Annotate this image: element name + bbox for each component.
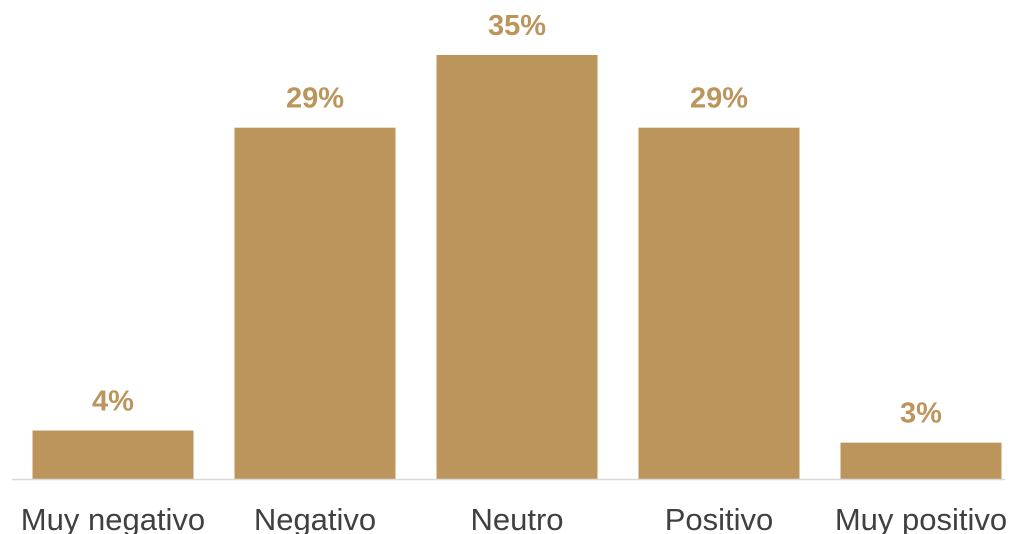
data-label-muy-negativo: 4% xyxy=(92,386,134,418)
category-label-negativo: Negativo xyxy=(254,502,376,534)
bar-muy-negativo xyxy=(32,430,194,479)
data-label-negativo: 29% xyxy=(286,83,344,115)
data-label-positivo: 29% xyxy=(690,83,748,115)
category-label-muy-positivo: Muy positivo xyxy=(835,502,1007,534)
bar-muy-positivo xyxy=(840,442,1002,479)
bar-negativo xyxy=(234,127,396,479)
category-label-neutro: Neutro xyxy=(470,502,563,534)
category-label-positivo: Positivo xyxy=(665,502,774,534)
value-labels-group: 4% 29% 35% 29% 3% xyxy=(92,10,942,430)
bar-neutro xyxy=(436,55,598,479)
category-label-muy-negativo: Muy negativo xyxy=(21,502,205,534)
data-label-muy-positivo: 3% xyxy=(900,398,942,430)
bars-group xyxy=(32,55,1002,479)
bar-positivo xyxy=(638,127,800,479)
data-label-neutro: 35% xyxy=(488,10,546,42)
category-labels-group: Muy negativo Negativo Neutro Positivo Muy po… xyxy=(21,502,1007,534)
